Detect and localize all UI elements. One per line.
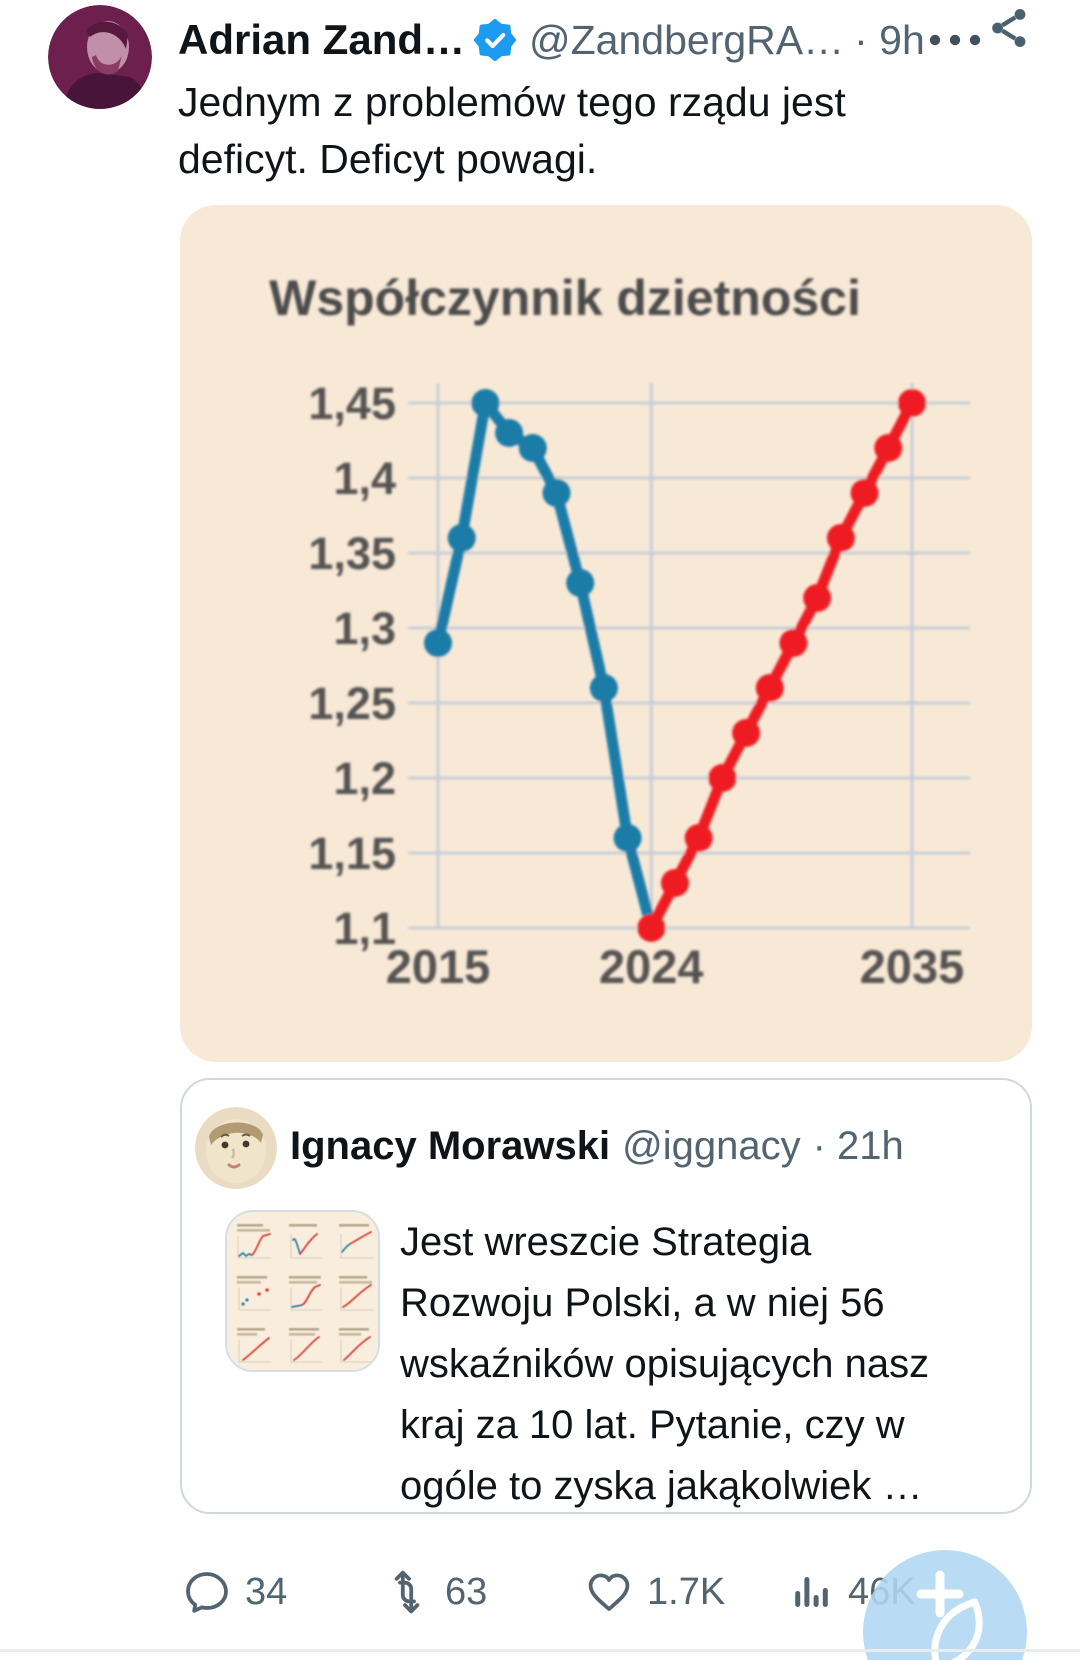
y-tick-label: 1,15: [308, 828, 396, 879]
y-tick-label: 1,35: [308, 528, 396, 579]
retweet-icon: [394, 1570, 420, 1614]
chart-title: Współczynnik dzietności: [269, 270, 861, 326]
data-point-historical_blue: [589, 674, 618, 702]
bottom-divider: [0, 1649, 1080, 1652]
fertility-rate-chart: Współczynnik dzietności 1,45 1,4 1,35 1,3 1,2…: [269, 270, 970, 993]
data-point-projection_red: [850, 479, 879, 507]
quoted-media-thumbnail[interactable]: [225, 1210, 380, 1372]
data-point-projection_red: [684, 824, 713, 852]
quoted-tweet-text: Jest wreszcie Strategia Rozwoju Polski, …: [400, 1220, 930, 1508]
y-tick-label: 1,2: [333, 753, 396, 804]
quoted-author-name[interactable]: Ignacy Morawski: [290, 1124, 611, 1168]
y-tick-label: 1,4: [333, 453, 396, 504]
data-point-historical_blue: [495, 419, 524, 447]
data-point-projection_red: [898, 389, 926, 417]
data-point-projection_red: [637, 914, 666, 942]
retweet-button[interactable]: 63: [383, 1564, 487, 1620]
data-point-historical_blue: [447, 524, 476, 552]
x-tick-label: 2024: [599, 940, 704, 993]
x-tick-label: 2035: [860, 940, 965, 993]
author-handle[interactable]: @ZandbergRA…: [529, 16, 845, 63]
author-avatar-image: [48, 5, 152, 109]
quoted-timestamp: · 21h: [812, 1124, 904, 1168]
like-button[interactable]: 1.7K: [585, 1564, 725, 1620]
reply-count: 34: [245, 1570, 288, 1613]
retweet-count: 63: [445, 1570, 488, 1613]
mini-charts-grid-image: [227, 1212, 378, 1370]
like-count: 1.7K: [647, 1570, 726, 1613]
quoted-avatar-image: [195, 1107, 277, 1189]
tweet-timestamp: · 9h: [854, 16, 925, 63]
share-button[interactable]: [985, 0, 1033, 56]
quoted-author-handle[interactable]: @iggnacy: [622, 1124, 801, 1168]
feather-plus-icon: [916, 1570, 983, 1660]
data-point-projection_red: [874, 434, 903, 462]
author-name[interactable]: Adrian Zand…: [178, 16, 466, 63]
data-point-historical_blue: [471, 389, 500, 417]
data-point-projection_red: [755, 674, 784, 702]
author-avatar[interactable]: [48, 5, 152, 109]
overlay-app-fab[interactable]: [863, 1550, 1027, 1660]
data-point-projection_red: [732, 719, 761, 747]
x-tick-label: 2015: [386, 940, 491, 993]
y-tick-label: 1,1: [333, 903, 396, 954]
series-line-historical_blue: [432, 397, 657, 934]
data-point-projection_red: [779, 629, 808, 657]
quoted-tweet-card[interactable]: Ignacy Morawski @iggnacy · 21h: [180, 1078, 1032, 1514]
reply-button[interactable]: 34: [183, 1564, 287, 1620]
heart-icon: [588, 1573, 630, 1611]
data-point-historical_blue: [542, 479, 571, 507]
reply-icon: [186, 1572, 228, 1613]
data-point-projection_red: [826, 524, 855, 552]
data-point-historical_blue: [518, 434, 547, 462]
tweet-text: Jednym z problemów tego rządu jest defic…: [178, 79, 846, 182]
chart-media[interactable]: Współczynnik dzietności 1,45 1,4 1,35 1,3 1,2…: [180, 205, 1032, 1062]
data-point-projection_red: [708, 764, 737, 792]
share-icon: [992, 9, 1026, 47]
quoted-author-avatar[interactable]: [195, 1107, 277, 1189]
tweet-header: Adrian Zand… @ZandbergRA… · 9h: [178, 14, 925, 66]
y-tick-label: 1,3: [333, 603, 396, 654]
data-point-projection_red: [661, 869, 689, 897]
analytics-bars-icon: [795, 1577, 828, 1607]
data-point-historical_blue: [566, 569, 595, 597]
data-point-historical_blue: [613, 824, 642, 852]
quoted-tweet-header: Ignacy Morawski @iggnacy · 21h: [290, 1124, 1010, 1169]
verified-badge-icon: [473, 18, 517, 62]
more-options-icon[interactable]: [922, 18, 992, 62]
data-point-historical_blue: [424, 629, 452, 657]
data-point-projection_red: [803, 584, 832, 612]
y-tick-label: 1,25: [308, 678, 396, 729]
y-tick-label: 1,45: [308, 378, 396, 429]
